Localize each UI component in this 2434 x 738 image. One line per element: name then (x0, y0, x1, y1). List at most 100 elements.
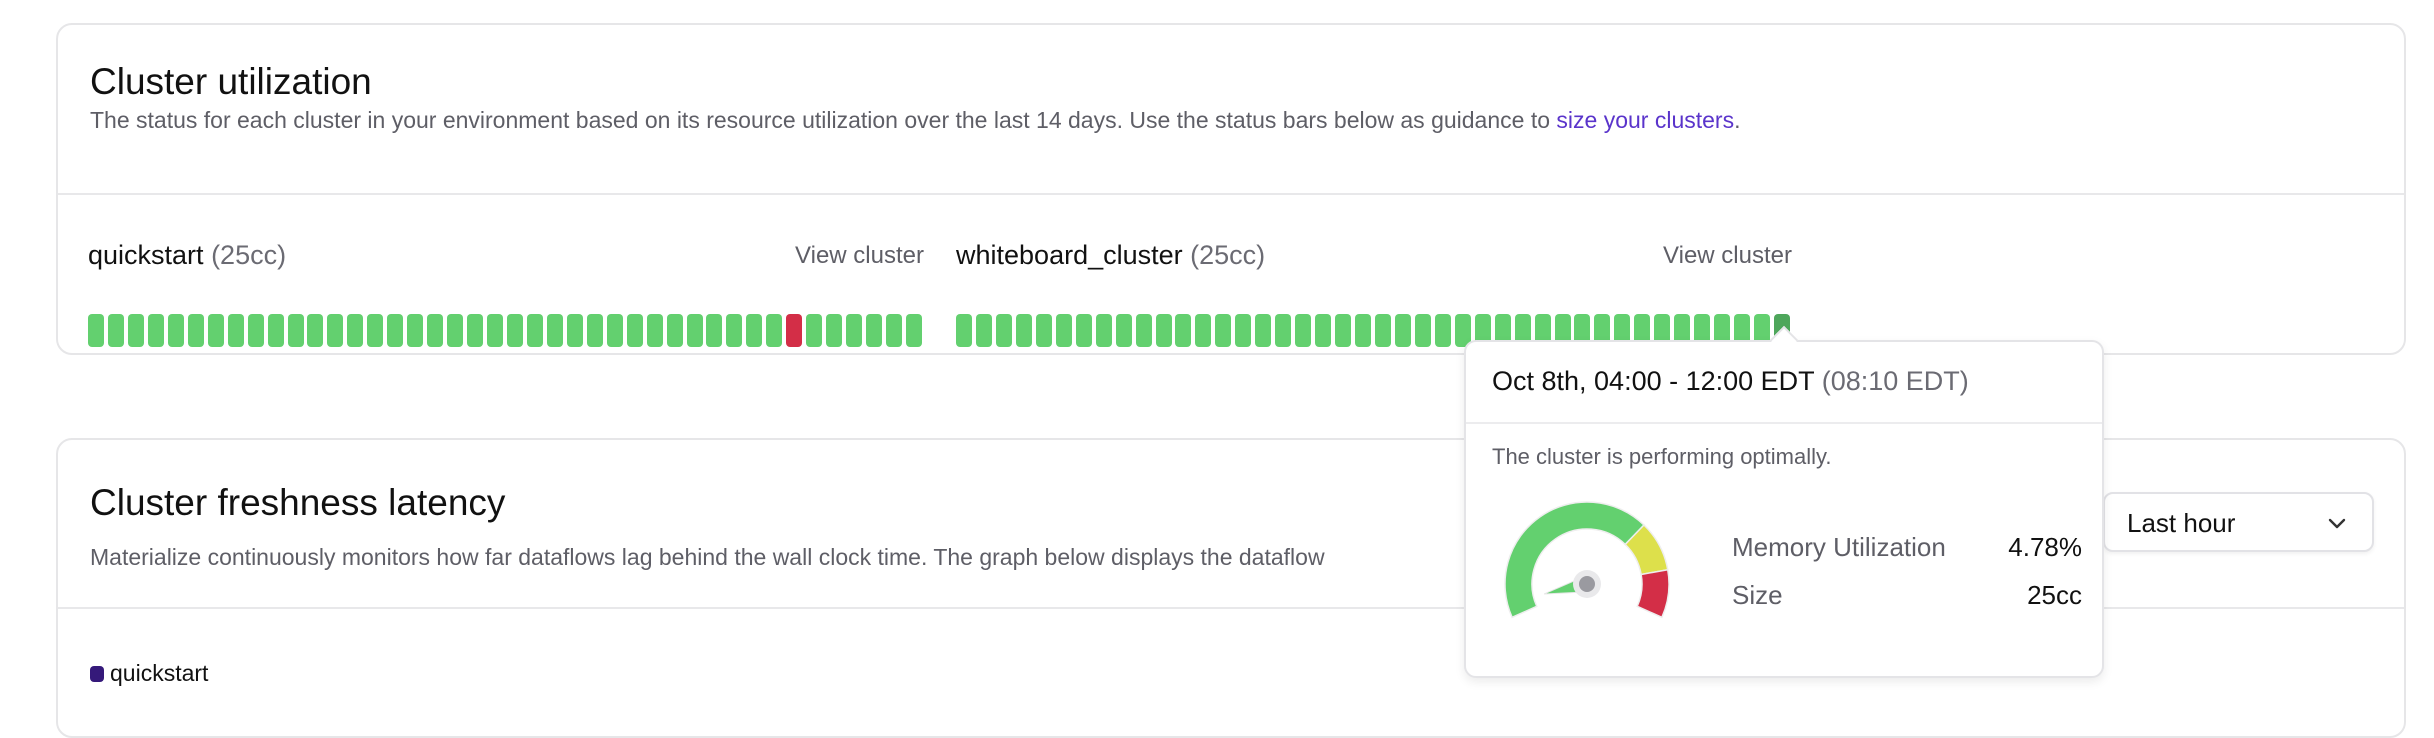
status-bar-optimal[interactable] (1195, 314, 1212, 347)
status-bar-optimal[interactable] (1394, 314, 1411, 347)
status-bar-optimal[interactable] (467, 314, 484, 347)
status-bar-optimal[interactable] (1015, 314, 1032, 347)
status-bar-optimal[interactable] (207, 314, 224, 347)
status-tooltip: Oct 8th, 04:00 - 12:00 EDT (08:10 EDT) T… (1464, 325, 2104, 678)
section-title: Cluster utilization (90, 61, 372, 102)
memory-gauge (1504, 501, 1670, 619)
status-bar-optimal[interactable] (127, 314, 144, 347)
status-bar-optimal[interactable] (1355, 314, 1371, 347)
status-bar-optimal[interactable] (1115, 314, 1132, 347)
status-bar-optimal[interactable] (1654, 314, 1671, 347)
size-clusters-link[interactable]: size your clusters (1556, 107, 1735, 133)
gauge-hub (1579, 576, 1595, 592)
status-bar-optimal[interactable] (866, 314, 883, 347)
status-bar-optimal[interactable] (1694, 314, 1711, 347)
status-bar-optimal[interactable] (1275, 314, 1292, 347)
status-bar-optimal[interactable] (586, 314, 603, 347)
status-bar-optimal[interactable] (1335, 314, 1352, 347)
divider (58, 607, 2404, 609)
view-cluster-link[interactable]: View cluster (795, 242, 924, 269)
select-value: Last hour (2127, 508, 2236, 538)
status-bar-optimal[interactable] (606, 314, 623, 347)
status-bar-optimal[interactable] (1215, 314, 1232, 347)
status-bar-optimal[interactable] (347, 314, 364, 347)
status-bar-optimal[interactable] (886, 314, 902, 347)
status-bar-optimal[interactable] (247, 314, 264, 347)
status-bar-optimal[interactable] (666, 314, 683, 347)
status-bar-optimal[interactable] (1494, 314, 1511, 347)
status-bar-optimal[interactable] (846, 314, 863, 347)
status-bar-optimal[interactable] (307, 314, 324, 347)
divider (1466, 422, 2102, 424)
status-bar-optimal[interactable] (107, 314, 124, 347)
status-bar-optimal[interactable] (1474, 314, 1491, 347)
size-row: Size 25cc (1732, 580, 2082, 610)
status-bars (956, 314, 1792, 347)
status-bar-optimal[interactable] (227, 314, 244, 347)
status-bar-optimal[interactable] (826, 314, 843, 347)
status-bar-optimal[interactable] (706, 314, 723, 347)
status-bar-optimal[interactable] (1574, 314, 1591, 347)
section-description: The status for each cluster in your envi… (90, 107, 1741, 133)
status-bar-optimal[interactable] (167, 314, 184, 347)
status-bar-optimal[interactable] (1414, 314, 1431, 347)
status-bar-optimal[interactable] (1434, 314, 1451, 347)
status-bar-optimal[interactable] (686, 314, 703, 347)
status-bar-optimal[interactable] (975, 314, 992, 347)
status-bar-optimal[interactable] (766, 314, 783, 347)
status-bar-optimal[interactable] (1754, 314, 1770, 347)
status-bar-optimal[interactable] (327, 314, 344, 347)
status-bar-optimal[interactable] (427, 314, 444, 347)
status-bar-optimal[interactable] (995, 314, 1012, 347)
status-bar-optimal[interactable] (1075, 314, 1092, 347)
status-bar-optimal[interactable] (367, 314, 384, 347)
tooltip-time-range: Oct 8th, 04:00 - 12:00 EDT (08:10 EDT) (1492, 366, 1969, 396)
status-bar-optimal[interactable] (1095, 314, 1112, 347)
status-bar-optimal[interactable] (1514, 314, 1531, 347)
status-bar-optimal[interactable] (1674, 314, 1691, 347)
status-bar-optimal[interactable] (646, 314, 663, 347)
status-bar-optimal[interactable] (1055, 314, 1072, 347)
status-bar-optimal[interactable] (447, 314, 464, 347)
status-bar-optimal[interactable] (1315, 314, 1332, 347)
status-bar-optimal[interactable] (526, 314, 543, 347)
status-bar-optimal[interactable] (956, 314, 972, 347)
status-bar-optimal[interactable] (1554, 314, 1571, 347)
status-bar-optimal[interactable] (187, 314, 204, 347)
status-bar-optimal[interactable] (1374, 314, 1391, 347)
view-cluster-link[interactable]: View cluster (1663, 242, 1792, 269)
status-bar-optimal[interactable] (1734, 314, 1751, 347)
status-bar-optimal[interactable] (1534, 314, 1551, 347)
status-bar-optimal[interactable] (1295, 314, 1312, 347)
section-description: Materialize continuously monitors how fa… (90, 544, 1325, 570)
status-bar-optimal[interactable] (487, 314, 503, 347)
status-bar-optimal[interactable] (1594, 314, 1611, 347)
status-bar-optimal[interactable] (1135, 314, 1152, 347)
status-bar-optimal[interactable] (1714, 314, 1731, 347)
status-bar-optimal[interactable] (546, 314, 563, 347)
status-bar-optimal[interactable] (1634, 314, 1651, 347)
cluster-name: quickstart (25cc) (88, 240, 287, 270)
status-bar-optimal[interactable] (267, 314, 284, 347)
status-bar-optimal[interactable] (726, 314, 743, 347)
status-bar-optimal[interactable] (1035, 314, 1052, 347)
status-bar-optimal[interactable] (566, 314, 583, 347)
status-bar-optimal[interactable] (407, 314, 424, 347)
status-bar-optimal[interactable] (1235, 314, 1252, 347)
status-bar-optimal[interactable] (746, 314, 763, 347)
status-bar-optimal[interactable] (806, 314, 823, 347)
status-bar-optimal[interactable] (1454, 314, 1471, 347)
status-bar-optimal[interactable] (1155, 314, 1172, 347)
status-bar-optimal[interactable] (1175, 314, 1192, 347)
status-bar-underprovisioned[interactable] (786, 314, 803, 347)
status-bar-optimal[interactable] (626, 314, 643, 347)
time-range-select[interactable]: Last hour (2103, 492, 2374, 552)
status-bar-optimal[interactable] (287, 314, 304, 347)
status-bar-optimal[interactable] (88, 314, 104, 347)
status-bar-optimal[interactable] (147, 314, 164, 347)
status-bar-optimal[interactable] (506, 314, 523, 347)
status-bar-optimal[interactable] (387, 314, 404, 347)
status-bar-optimal[interactable] (1255, 314, 1272, 347)
status-bar-optimal[interactable] (905, 314, 922, 347)
status-bar-optimal[interactable] (1614, 314, 1631, 347)
